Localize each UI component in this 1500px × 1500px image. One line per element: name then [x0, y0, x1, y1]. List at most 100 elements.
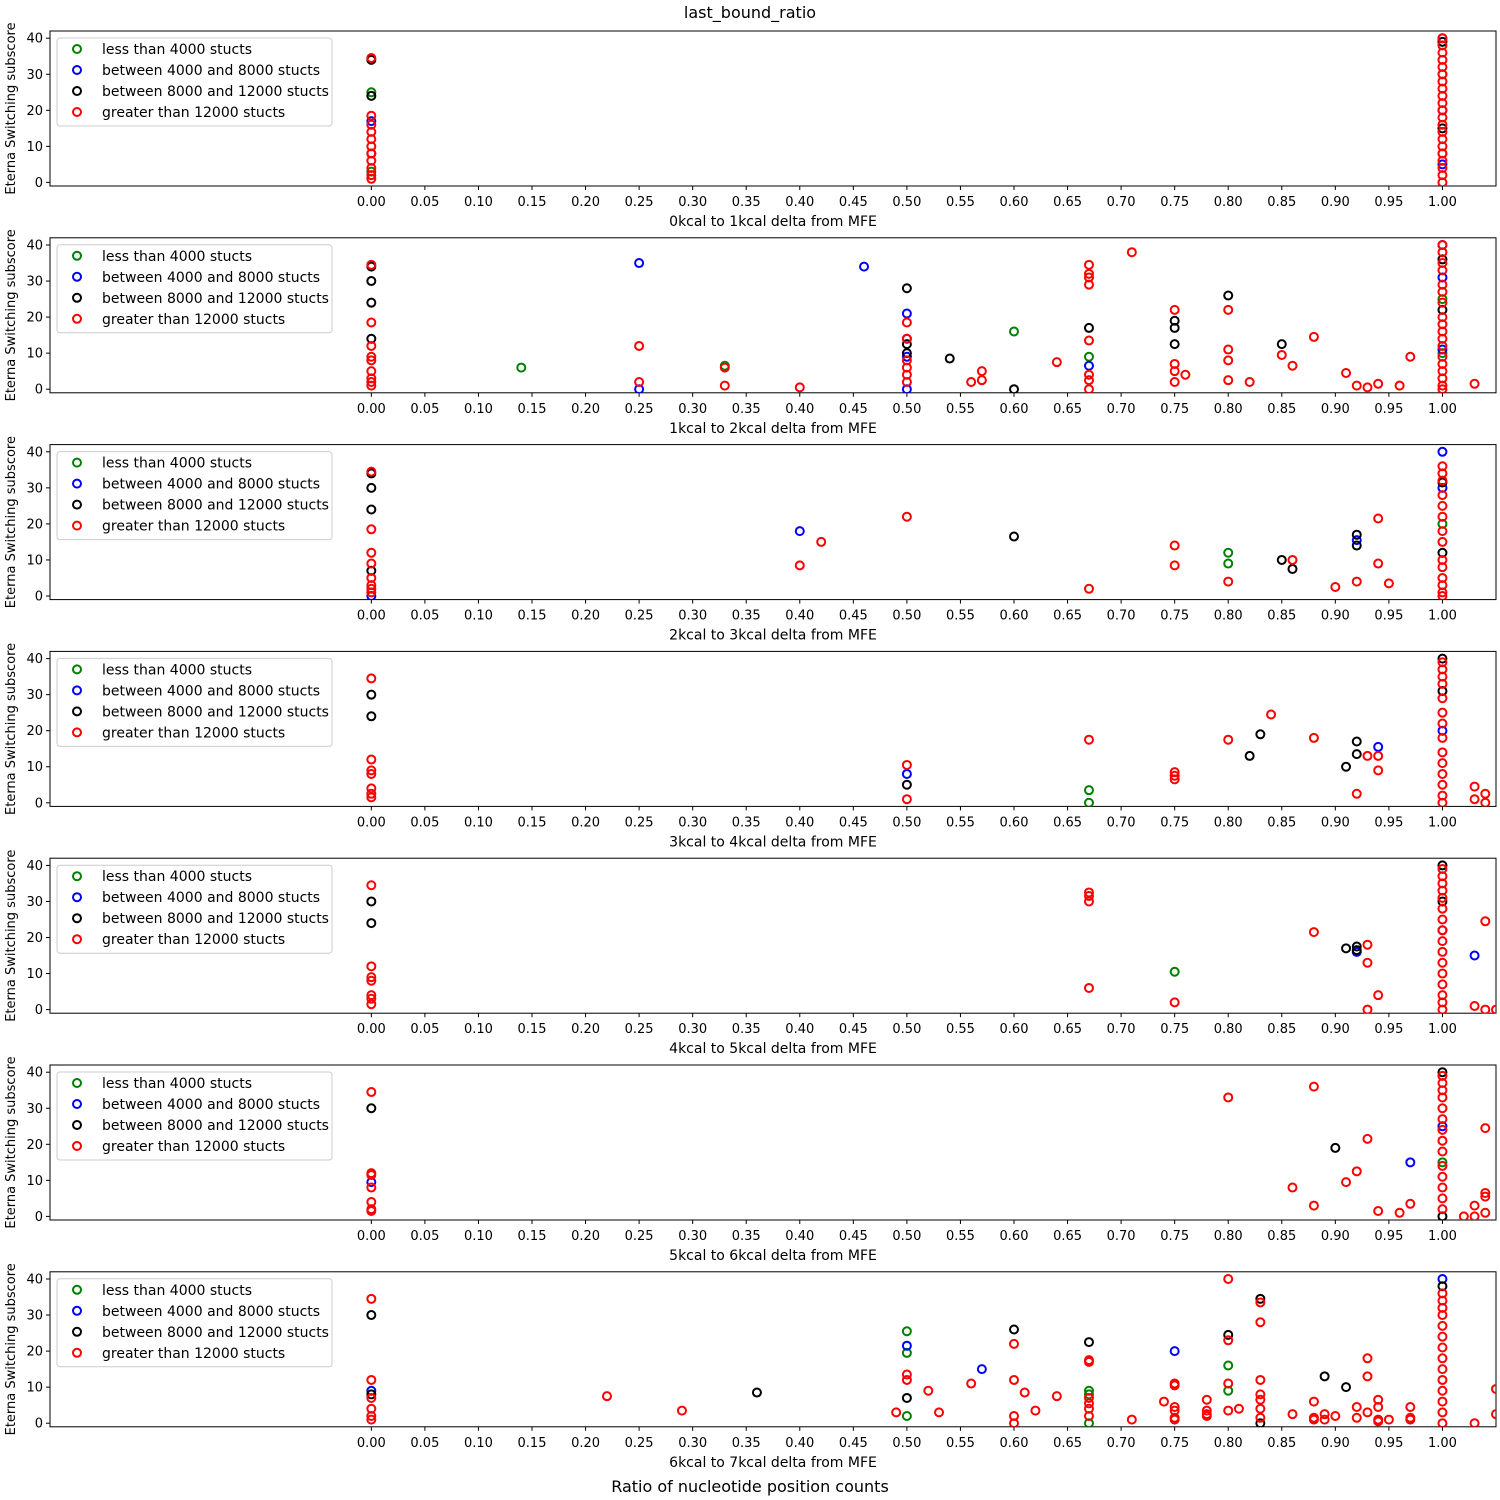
x-tick-label: 0.65	[1053, 1022, 1082, 1037]
subplot-ylabel: Eterna Switching subscore	[4, 229, 19, 401]
x-tick-label: 0.50	[892, 402, 921, 417]
data-point	[1244, 376, 1255, 387]
x-tick-label: 0.45	[839, 609, 868, 624]
data-point	[1437, 1331, 1448, 1342]
data-point	[1437, 1353, 1448, 1364]
data-point	[366, 918, 377, 929]
data-point	[1083, 1356, 1094, 1367]
data-point	[1362, 1371, 1373, 1382]
x-tick-label: 0.50	[892, 815, 921, 830]
data-points	[366, 240, 1480, 393]
legend-marker	[72, 1099, 82, 1109]
data-point	[366, 90, 377, 101]
data-point	[1223, 558, 1234, 569]
x-tick-label: 0.80	[1214, 609, 1243, 624]
data-point	[1437, 587, 1448, 598]
data-point	[366, 754, 377, 765]
x-tick-label: 0.35	[732, 402, 761, 417]
legend-marker	[72, 871, 82, 882]
data-points	[366, 653, 1491, 807]
data-point	[634, 340, 645, 351]
data-point	[1083, 1392, 1094, 1403]
y-tick-label: 10	[26, 140, 43, 155]
data-point	[1437, 968, 1448, 979]
data-point	[1405, 1414, 1416, 1425]
data-point	[516, 362, 527, 373]
data-point	[366, 972, 377, 983]
x-tick-label: 1.00	[1428, 1229, 1457, 1244]
legend-label: greater than 12000 stucts	[102, 312, 285, 328]
data-point	[816, 536, 827, 547]
data-point	[1169, 997, 1180, 1008]
data-point	[1083, 1398, 1094, 1409]
x-tick-label: 0.40	[785, 1436, 814, 1451]
data-point	[1437, 693, 1448, 704]
x-tick-label: 0.50	[892, 195, 921, 210]
x-tick-label: 0.15	[518, 402, 547, 417]
data-point	[366, 783, 377, 794]
data-point	[1169, 1401, 1180, 1412]
x-tick-label: 1.00	[1428, 402, 1457, 417]
x-tick-label: 0.25	[625, 195, 654, 210]
legend-label: greater than 12000 stucts	[102, 1346, 285, 1362]
data-point	[1373, 741, 1384, 752]
data-point	[1437, 732, 1448, 743]
x-tick-label: 0.10	[464, 815, 493, 830]
data-point	[1308, 331, 1319, 342]
data-point	[366, 1182, 377, 1193]
x-tick-label: 0.50	[892, 1436, 921, 1451]
data-point	[1169, 1346, 1180, 1357]
data-point	[1223, 1378, 1234, 1389]
data-point	[901, 308, 912, 319]
data-point	[891, 1407, 902, 1418]
data-point	[1351, 535, 1362, 546]
data-point	[1480, 1207, 1491, 1218]
data-point	[1480, 788, 1491, 799]
x-tick-label: 0.40	[785, 815, 814, 830]
x-tick-label: 0.00	[357, 609, 386, 624]
data-point	[366, 1293, 377, 1304]
data-point	[1437, 1374, 1448, 1385]
data-point	[1083, 369, 1094, 380]
data-point	[1223, 304, 1234, 315]
x-tick-label: 0.80	[1214, 1436, 1243, 1451]
x-tick-label: 1.00	[1428, 1436, 1457, 1451]
y-tick-label: 20	[26, 1138, 43, 1153]
legend-label: less than 4000 stucts	[102, 249, 252, 265]
data-point	[1341, 761, 1352, 772]
x-tick-label: 0.90	[1321, 815, 1350, 830]
y-tick-label: 40	[26, 1273, 43, 1288]
data-point	[1319, 1414, 1330, 1425]
x-tick-label: 0.05	[410, 609, 439, 624]
legend-box	[56, 451, 333, 541]
data-point	[366, 558, 377, 569]
data-point	[1437, 36, 1448, 47]
data-point	[1351, 788, 1362, 799]
data-point	[1083, 322, 1094, 333]
x-tick-label: 0.10	[464, 1436, 493, 1451]
data-point	[366, 993, 377, 1004]
x-tick-label: 0.40	[785, 1022, 814, 1037]
x-tick-label: 0.25	[625, 1229, 654, 1244]
data-point	[1437, 1004, 1448, 1014]
data-point	[1373, 558, 1384, 569]
legend-marker	[72, 892, 82, 903]
y-tick-label: 0	[35, 383, 43, 398]
x-tick-label: 0.75	[1160, 1229, 1189, 1244]
data-point	[1362, 1133, 1373, 1144]
data-point	[1437, 384, 1448, 393]
data-point	[1019, 1387, 1030, 1398]
legend-marker	[72, 478, 82, 489]
data-points	[366, 1067, 1491, 1220]
data-point	[1373, 750, 1384, 761]
data-point	[901, 1374, 912, 1385]
y-tick-label: 30	[26, 688, 43, 703]
data-point	[1373, 765, 1384, 776]
data-point	[366, 880, 377, 891]
data-point	[366, 297, 377, 308]
data-point	[366, 587, 377, 598]
data-point	[1437, 1418, 1448, 1427]
data-point	[1126, 1414, 1137, 1425]
data-point	[794, 382, 805, 393]
data-point	[1255, 1297, 1266, 1308]
